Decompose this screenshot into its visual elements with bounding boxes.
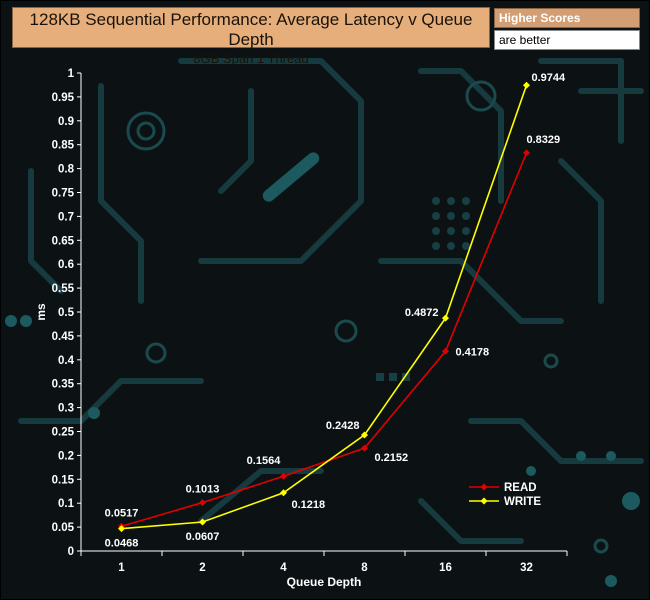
y-axis-title: ms (34, 303, 48, 321)
data-point (199, 499, 206, 507)
series-line-read (121, 152, 528, 528)
series-write: 0.0468 0.0607 0.1218 0.2428 0.4872 0.9744 (105, 72, 566, 549)
legend-label: READ (504, 482, 537, 494)
series-line-write (121, 84, 528, 530)
y-tick-label: 0.45 (52, 331, 75, 343)
legend-marker (480, 497, 488, 505)
y-tick-label: 0.6 (58, 259, 74, 271)
data-point (361, 431, 368, 439)
data-point (442, 347, 449, 355)
y-tick-label: 0.7 (58, 211, 74, 223)
data-label-read: 0.1013 (186, 484, 220, 496)
note-are-better: are better (494, 30, 640, 50)
y-tick-label: 0.4 (58, 355, 75, 367)
data-point (523, 149, 530, 157)
axes (80, 73, 567, 552)
x-tick-label: 32 (520, 562, 533, 574)
x-tick-label: 4 (280, 562, 287, 574)
data-label-read: 0.8329 (527, 134, 561, 146)
data-label-write: 0.9744 (532, 72, 567, 84)
x-axis-ticks: 1 2 4 8 16 32 (80, 551, 568, 574)
data-point (280, 472, 287, 480)
y-tick-label: 1 (68, 68, 75, 80)
x-tick-label: 1 (118, 562, 125, 574)
y-tick-label: 0.35 (52, 379, 75, 391)
x-axis-title: Queue Depth (287, 575, 362, 589)
data-point (280, 489, 287, 497)
x-tick-label: 16 (439, 562, 452, 574)
y-tick-label: 0.05 (52, 522, 75, 534)
y-tick-label: 0.9 (58, 116, 74, 128)
data-label-write: 0.1218 (292, 499, 326, 511)
legend-marker (480, 483, 488, 491)
legend-label: WRITE (504, 496, 541, 508)
y-tick-label: 0.5 (58, 307, 75, 319)
y-tick-label: 0.8 (58, 164, 75, 176)
y-tick-label: 0.3 (58, 403, 74, 415)
y-tick-label: 0.2 (58, 450, 74, 462)
data-point (361, 444, 368, 452)
y-tick-label: 0.95 (52, 92, 75, 104)
legend: READ WRITE (469, 482, 541, 508)
y-tick-label: 0.65 (52, 235, 75, 247)
series-read: 0.0517 0.1013 0.1564 0.2152 0.4178 0.8329 (105, 134, 560, 530)
x-tick-label: 2 (199, 562, 205, 574)
chart-title: 128KB Sequential Performance: Average La… (29, 10, 473, 49)
chart-title-box: 128KB Sequential Performance: Average La… (12, 7, 490, 66)
data-label-read: 0.2152 (375, 452, 409, 464)
data-label-read: 0.1564 (247, 455, 282, 467)
y-tick-label: 0.85 (52, 140, 75, 152)
data-point (199, 518, 206, 526)
y-tick-label: 0.15 (52, 474, 75, 486)
data-point (118, 525, 125, 533)
y-axis-ticks: 0 0.05 0.1 0.15 0.2 0.25 0.3 0.35 0.4 0.45 0.5 0.55… (52, 68, 81, 558)
x-tick-label: 8 (361, 562, 368, 574)
chart-subtitle: 8GB Span 1 Thread (193, 51, 309, 66)
data-label-write: 0.4872 (405, 307, 439, 319)
data-point (442, 314, 449, 322)
data-point (523, 81, 530, 89)
data-label-read: 0.0517 (105, 507, 139, 519)
legend-item-write: WRITE (469, 496, 541, 508)
y-tick-label: 0.75 (52, 188, 75, 200)
data-label-write: 0.0607 (186, 531, 220, 543)
y-tick-label: 0.1 (58, 498, 75, 510)
note-higher-scores: Higher Scores (494, 8, 640, 28)
data-label-read: 0.4178 (456, 346, 490, 358)
data-label-write: 0.0468 (105, 538, 139, 550)
y-tick-label: 0.55 (52, 283, 75, 295)
y-tick-label: 0 (68, 546, 74, 558)
legend-item-read: READ (469, 482, 537, 494)
data-label-write: 0.2428 (326, 420, 360, 432)
y-tick-label: 0.25 (52, 427, 75, 439)
